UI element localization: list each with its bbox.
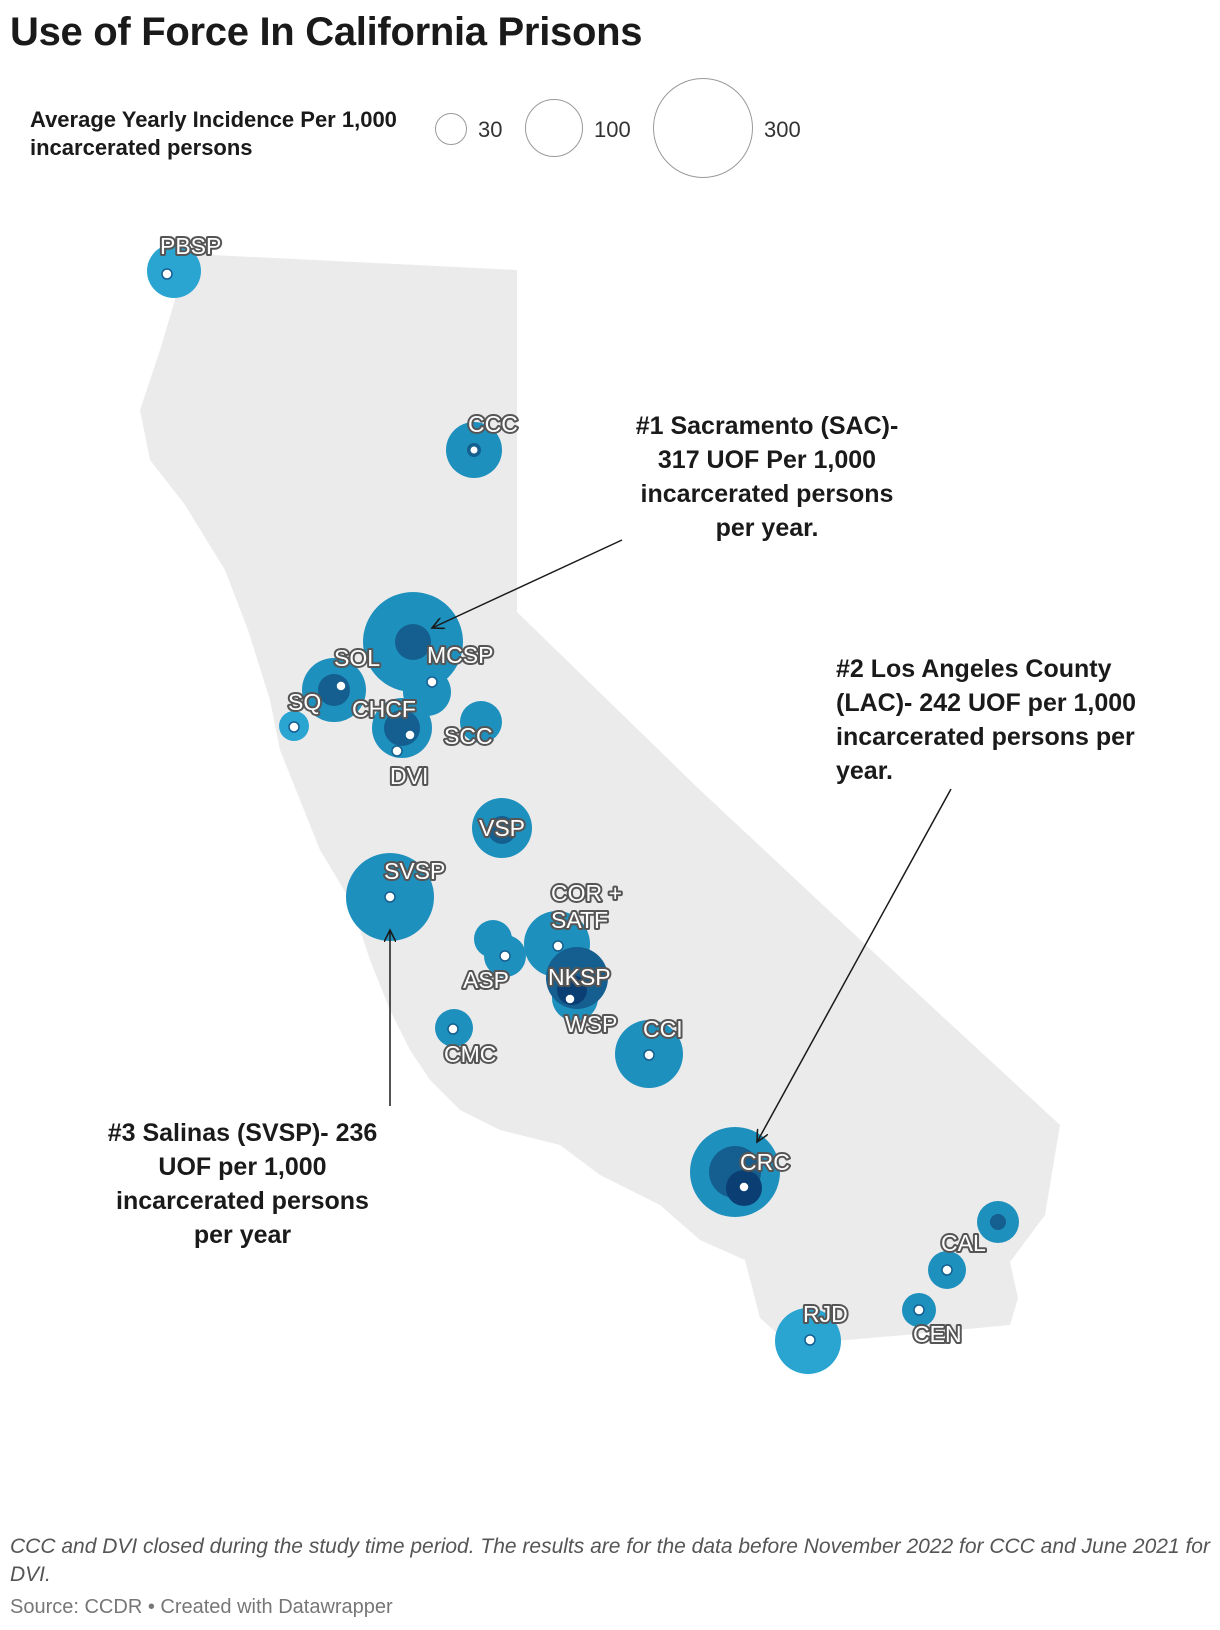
prison-label-crc: CRC: [740, 1149, 790, 1175]
prison-label-sol: SOL: [334, 645, 380, 671]
annotation-arrow-sac: [432, 539, 623, 628]
prison-label-pbsp: PBSP: [160, 233, 221, 259]
prison-label-mcsp: MCSP: [427, 642, 493, 668]
prison-label-svsp: SVSP: [384, 858, 445, 884]
prison-label-cen: CEN: [913, 1321, 962, 1347]
site-dot-crc: [738, 1181, 750, 1193]
site-dot-pbsp: [161, 268, 173, 280]
annotation-lac: #2 Los Angeles County (LAC)- 242 UOF per…: [836, 655, 1137, 785]
bubble-pbsp[interactable]: [147, 244, 201, 298]
site-dot-asp: [499, 950, 511, 962]
prison-label-cmc: CMC: [444, 1041, 496, 1067]
bubble-vsp-core: [488, 816, 516, 844]
bubble-scc[interactable]: [460, 701, 502, 743]
legend-circle-small: [435, 113, 467, 145]
site-dot-cal: [941, 1264, 953, 1276]
annotation-svsp: #3 Salinas (SVSP)- 236 UOF per 1,000 inc…: [107, 1119, 378, 1249]
prison-label-cal: CAL: [941, 1230, 986, 1256]
prison-label-dvi: DVI: [390, 763, 428, 789]
legend-circle-medium: [525, 99, 583, 157]
legend-circle-large: [653, 78, 753, 178]
site-dot-cor-satf: [552, 940, 564, 952]
site-dot-cmc: [447, 1023, 459, 1035]
site-dot-sq: [288, 721, 300, 733]
legend-label-medium: 100: [594, 117, 631, 142]
bubble-layer: [147, 244, 1019, 1374]
site-dot-cci: [643, 1049, 655, 1061]
site-dot-sol: [335, 680, 347, 692]
prison-label-ccc: CCC: [468, 411, 518, 437]
prison-label-rjd: RJD: [803, 1301, 848, 1327]
california-land-shape: [140, 253, 1060, 1345]
california-map: PBSP CCC MCSP SOL SQ CHCF SCC DVI VSP SV…: [140, 231, 1060, 1374]
prison-label-cor: COR +: [551, 880, 622, 906]
prison-label-nksp: NKSP: [548, 964, 611, 990]
legend-label-large: 300: [764, 117, 801, 142]
site-dot-chcf: [404, 729, 416, 741]
prison-label-wsp: WSP: [565, 1011, 617, 1037]
prison-label-chcf: CHCF: [352, 696, 416, 722]
annotation-sac: #1 Sacramento (SAC)- 317 UOF Per 1,000 i…: [635, 412, 899, 542]
annotation-arrow-lac: [757, 788, 952, 1142]
prison-label-cci: CCI: [643, 1016, 683, 1042]
legend-label-small: 30: [478, 117, 503, 142]
site-dot-mcsp: [426, 676, 438, 688]
bubble-east-core: [990, 1214, 1006, 1230]
prison-label-asp: ASP: [463, 967, 509, 993]
site-dot-cen: [913, 1304, 925, 1316]
prison-label-layer: PBSP CCC MCSP SOL SQ CHCF SCC DVI VSP SV…: [158, 231, 988, 1349]
site-dot-nksp: [564, 993, 576, 1005]
footnote: CCC and DVI closed during the study time…: [10, 1535, 1210, 1586]
bubble-sac-core: [395, 624, 431, 660]
site-dot-ccc-inner: [470, 446, 478, 454]
chart-title: Use of Force In California Prisons: [10, 10, 643, 54]
prison-label-sq: SQ: [288, 689, 321, 715]
source-credit: Source: CCDR • Created with Datawrapper: [10, 1596, 393, 1618]
legend-title: Average Yearly Incidence Per 1,000 incar…: [30, 107, 397, 160]
prison-label-vsp: VSP: [479, 815, 525, 841]
site-dot-dvi: [391, 745, 403, 757]
prison-label-scc: SCC: [444, 723, 493, 749]
site-dot-rjd: [804, 1334, 816, 1346]
bubble-sol-core: [318, 674, 350, 706]
site-dot-svsp: [384, 891, 396, 903]
prison-label-satf: SATF: [551, 907, 608, 933]
